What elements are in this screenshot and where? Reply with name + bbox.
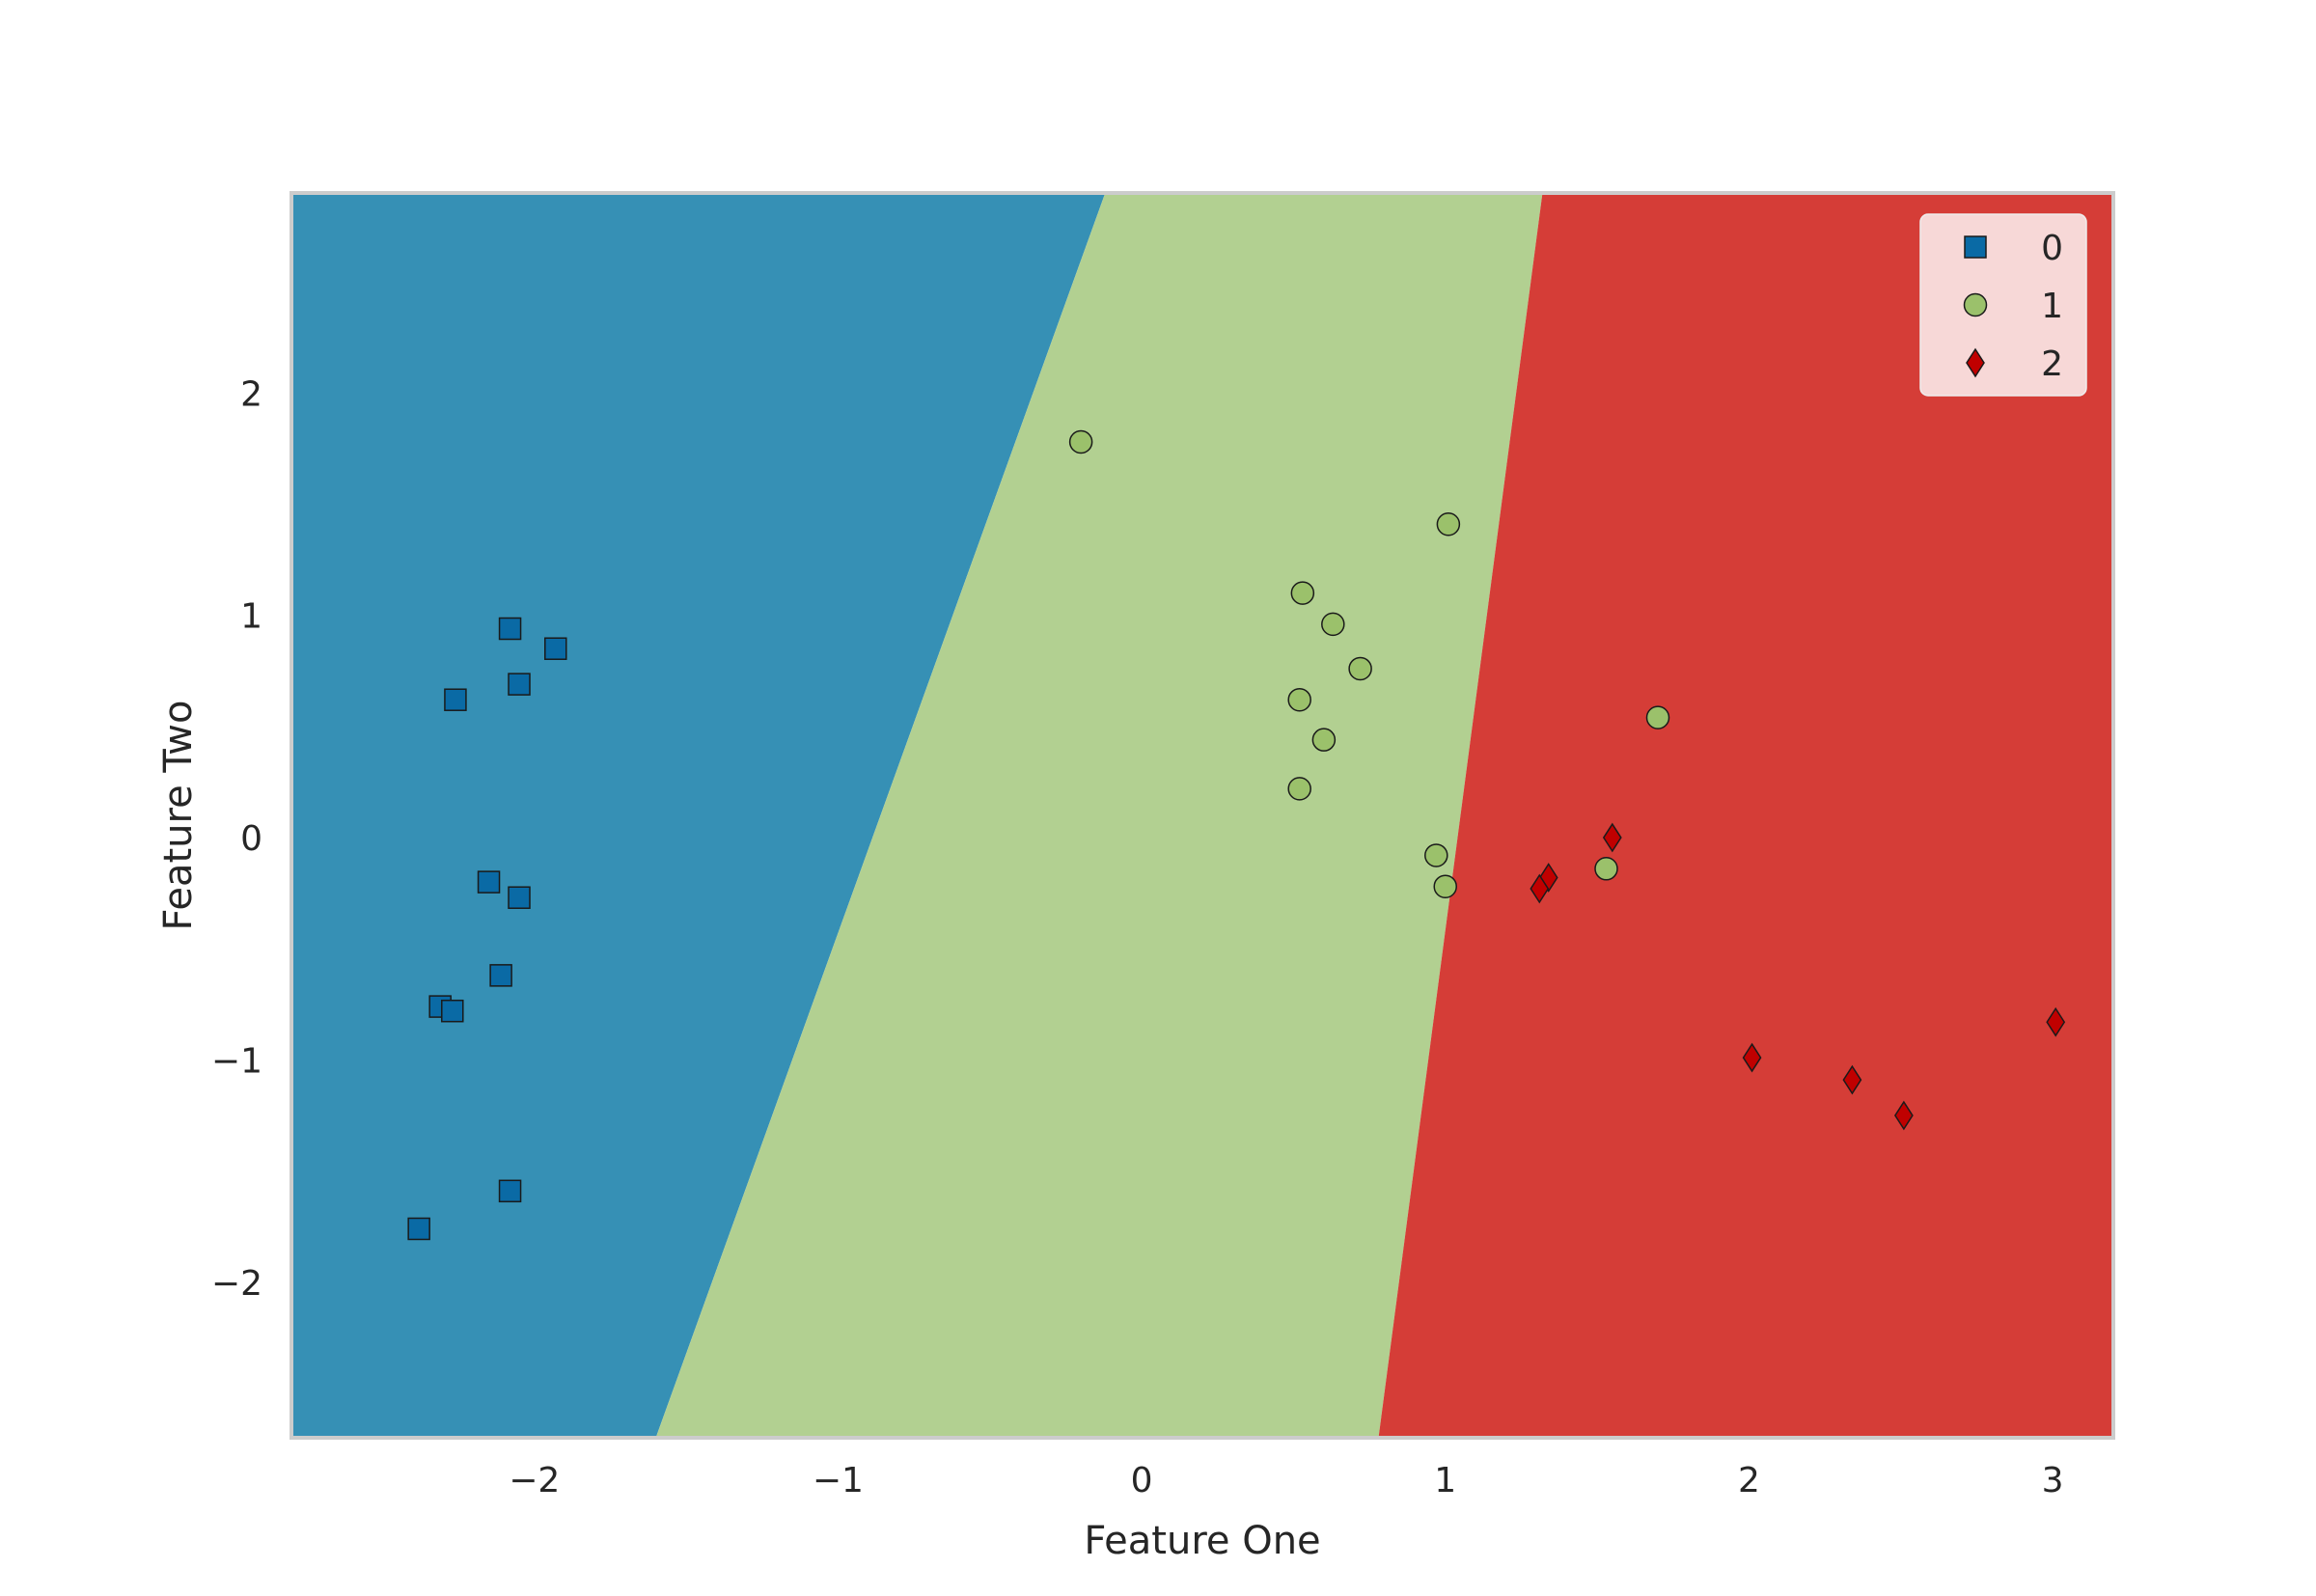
y-tick-label: −1 [211,1041,262,1081]
legend-marker-2 [1966,347,1985,378]
point-class-1 [1321,612,1345,637]
legend-item-0: 0 [1964,229,2063,268]
point-class-0 [508,673,531,696]
legend-label-2: 2 [2041,344,2063,384]
x-tick-label: 0 [1131,1461,1153,1500]
point-class-0 [508,886,531,909]
x-axis-ticks: −2 −1 0 1 2 3 [509,1461,2063,1500]
legend: 0 1 2 [1919,213,2087,397]
point-class-0 [489,964,512,987]
legend-item-1: 1 [1963,287,2063,326]
point-class-1 [1433,874,1457,898]
point-class-2 [2046,1006,2066,1037]
decision-region-class-2 [1378,193,2113,1438]
point-class-0 [441,999,464,1023]
point-class-1 [1290,581,1315,605]
x-tick-label: −1 [813,1461,864,1500]
legend-label-1: 1 [2041,287,2063,326]
point-class-0 [544,637,567,660]
point-class-1 [1645,705,1670,729]
point-class-1 [1311,728,1337,752]
x-tick-label: −2 [509,1461,560,1500]
y-axis-ticks: −2 −1 0 1 2 [211,374,262,1303]
decision-region-class-0 [291,193,1106,1438]
plot-frame [290,191,2115,1440]
y-tick-label: 0 [240,819,262,859]
x-tick-label: 3 [2042,1461,2064,1500]
point-class-1 [1068,429,1093,454]
point-class-0 [498,617,522,641]
legend-marker-1 [1963,292,1988,317]
legend-marker-0 [1964,235,1987,259]
y-axis-label: Feature Two [156,701,201,931]
point-class-1 [1424,843,1448,867]
point-class-1 [1436,511,1461,537]
point-class-2 [1893,1100,1914,1131]
point-class-0 [407,1217,430,1241]
point-class-2 [1842,1064,1862,1095]
point-class-1 [1348,656,1372,681]
y-tick-label: 1 [240,597,262,637]
series-2 [1530,822,2066,1131]
series-1 [1068,429,1670,898]
y-tick-label: 2 [240,374,262,414]
legend-label-0: 0 [2041,229,2063,268]
point-class-2 [1530,873,1550,904]
x-tick-label: 1 [1434,1461,1456,1500]
y-tick-label: −2 [211,1264,262,1304]
point-class-1 [1287,777,1311,801]
legend-box [1919,213,2087,397]
series-0 [407,617,567,1241]
point-class-2 [1742,1042,1762,1073]
decision-regions [291,193,2113,1438]
legend-item-2: 2 [1966,344,2063,384]
data-points [407,429,2066,1241]
point-class-1 [1287,687,1311,712]
point-class-0 [498,1179,522,1203]
point-class-0 [477,870,501,894]
x-tick-label: 2 [1738,1461,1760,1500]
point-class-0 [444,688,467,711]
x-axis-label: Feature One [1084,1519,1320,1563]
point-class-1 [1594,857,1618,881]
decision-region-class-1 [655,193,1543,1438]
point-class-2 [1602,822,1622,853]
